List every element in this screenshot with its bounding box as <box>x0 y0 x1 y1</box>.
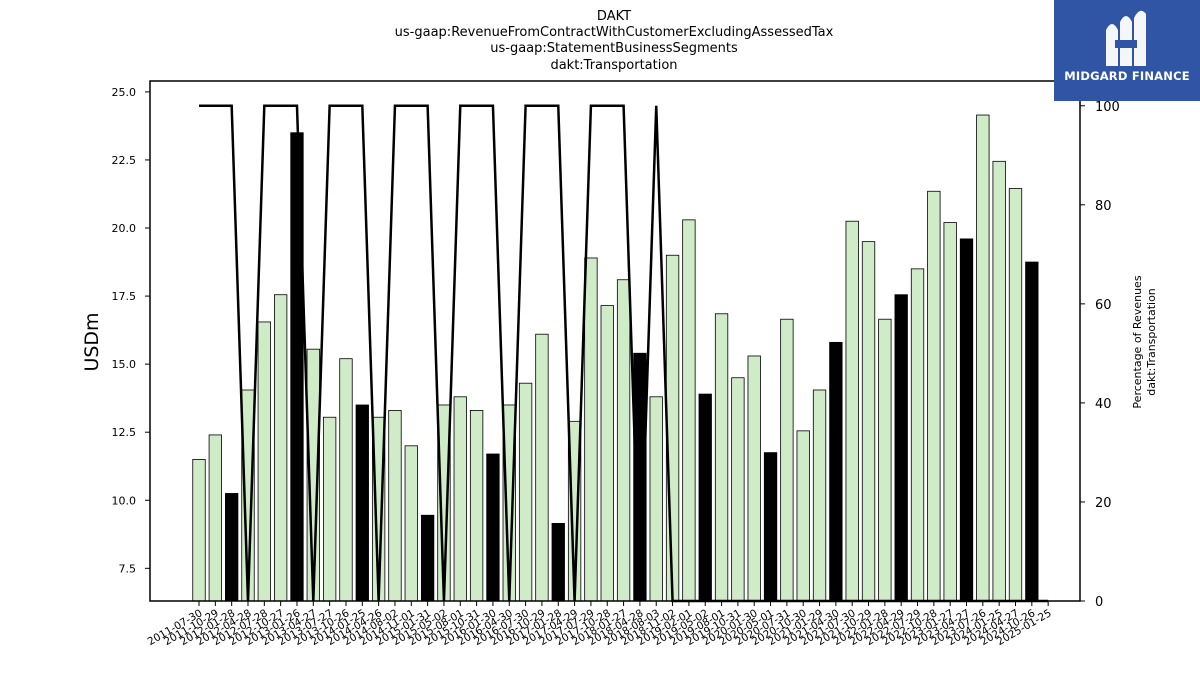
bar <box>731 377 745 602</box>
y-tick-label: 17.5 <box>112 290 137 303</box>
bar <box>420 514 435 602</box>
y2-tick-label: 20 <box>1095 496 1112 511</box>
y-tick-label: 10.0 <box>112 494 137 507</box>
y-tick-label: 15.0 <box>112 358 137 371</box>
title-line-4: dakt:Transportation <box>550 58 677 73</box>
y2-axis-label-line-1: Percentage of Revenues <box>1131 275 1144 408</box>
bar <box>894 294 908 602</box>
title-line-3: us-gaap:StatementBusinessSegments <box>490 41 738 56</box>
bar <box>486 453 500 602</box>
bar <box>225 493 239 602</box>
bar <box>388 410 402 602</box>
y-tick-label: 7.5 <box>119 562 137 575</box>
bar <box>780 318 794 602</box>
y-tick-label: 25.0 <box>112 86 137 99</box>
bar <box>616 279 631 602</box>
chart-title: DAKT us-gaap:RevenueFromContractWithCust… <box>395 9 834 73</box>
bar <box>910 268 925 602</box>
bar <box>192 459 206 602</box>
y2-tick-label: 60 <box>1095 298 1112 313</box>
title-line-2: us-gaap:RevenueFromContractWithCustomerE… <box>395 25 834 40</box>
y-axis-right: 0 20 40 60 80 100 <box>1080 100 1120 610</box>
bar <box>469 410 484 602</box>
bar <box>355 404 369 602</box>
bar <box>665 254 680 602</box>
bar <box>273 294 288 602</box>
midgard-finance-logo: MIDGARD FINANCE <box>1054 0 1200 101</box>
bar <box>714 313 729 602</box>
bar <box>339 358 353 602</box>
title-line-1: DAKT <box>597 9 631 24</box>
y2-tick-label: 100 <box>1095 100 1120 115</box>
bar <box>927 190 941 602</box>
bar <box>976 114 990 602</box>
y2-tick-label: 80 <box>1095 199 1112 214</box>
y2-axis-label-line-2: dakt:Transportation <box>1145 288 1158 396</box>
bar <box>682 219 696 602</box>
bar <box>1008 188 1023 602</box>
y-axis-left: 7.5 10.0 12.5 15.0 17.5 20.0 22.5 25.0 <box>112 86 150 575</box>
bar-group <box>192 114 1039 602</box>
bar <box>829 341 843 602</box>
bar <box>878 318 892 602</box>
bar <box>763 452 778 602</box>
bar <box>322 416 337 602</box>
bar <box>1025 261 1039 602</box>
logo-mark-icon <box>1106 10 1146 66</box>
y-tick-label: 20.0 <box>112 222 137 235</box>
x-axis: 2011-07-302011-10-292012-01-282012-04-28… <box>146 601 1054 648</box>
bar <box>600 305 614 602</box>
bar <box>861 241 876 602</box>
y2-tick-label: 0 <box>1095 595 1103 610</box>
bar <box>535 333 549 602</box>
bar <box>959 238 974 602</box>
bar <box>584 257 598 602</box>
bar <box>453 396 467 602</box>
bar <box>992 160 1006 602</box>
bar <box>551 523 565 602</box>
bar <box>845 220 859 602</box>
y-tick-label: 22.5 <box>112 154 137 167</box>
bar <box>518 382 533 602</box>
y2-tick-label: 40 <box>1095 397 1112 412</box>
bar <box>208 434 222 602</box>
logo-text: MIDGARD FINANCE <box>1064 69 1190 83</box>
plot-frame <box>149 80 1081 602</box>
y-tick-label: 12.5 <box>112 426 137 439</box>
bar <box>943 222 957 602</box>
bar <box>796 430 810 602</box>
bar <box>649 396 663 602</box>
bar <box>404 445 418 602</box>
bar <box>812 389 827 602</box>
bar <box>747 355 761 602</box>
bar <box>698 393 712 602</box>
bar <box>257 321 271 602</box>
y-axis-label: USDm <box>81 312 103 371</box>
